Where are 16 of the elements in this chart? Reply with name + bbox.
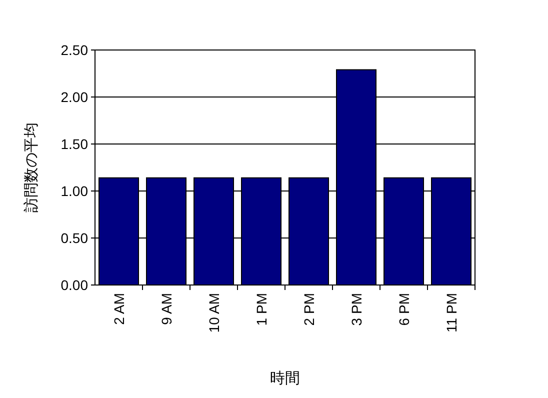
x-tick-label: 2 PM <box>300 293 317 326</box>
x-tick-label: 1 PM <box>253 293 270 326</box>
y-tick-label: 2.00 <box>60 89 88 105</box>
y-tick-label: 1.00 <box>60 183 88 199</box>
x-tick-label: 10 AM <box>206 293 222 333</box>
x-tick-label: 9 AM <box>158 293 174 325</box>
y-tick-label: 0.50 <box>60 230 88 246</box>
x-tick-label: 6 PM <box>396 293 412 326</box>
x-tick-label: 2 AM <box>110 293 127 325</box>
x-tick-label: 3 PM <box>348 293 364 326</box>
y-axis-title: 訪問数の平均 <box>23 122 40 212</box>
x-tick-label: 11 PM <box>443 293 460 332</box>
y-tick-label: 1.50 <box>60 136 88 152</box>
y-tick-label: 0.00 <box>60 277 88 293</box>
y-tick-label: 2.50 <box>60 42 88 58</box>
x-axis-title: 時間 <box>270 370 300 387</box>
